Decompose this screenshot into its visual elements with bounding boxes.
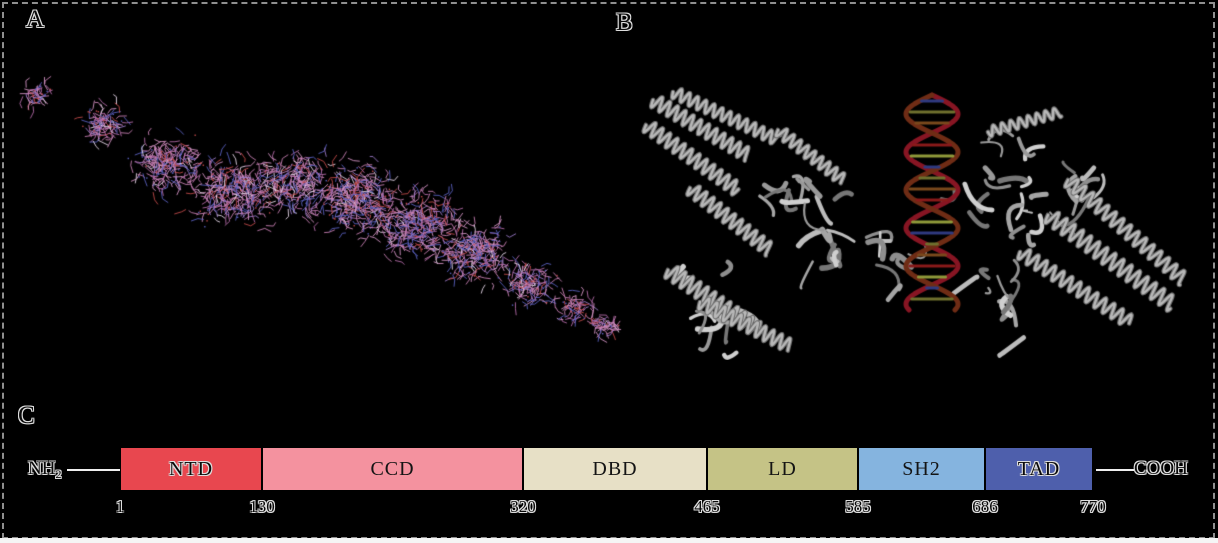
nh-subscript: 2 [55,467,62,481]
domain-box-dbd: DBD [524,448,706,490]
domain-box-tad: TAD [986,448,1092,490]
nh-text: NH [28,458,56,479]
panel-c-label: C [18,402,36,429]
n-terminal-connector-line [67,469,120,471]
domain-box-ntd: NTD [121,448,261,490]
domain-box-sh2: SH2 [859,448,984,490]
boundary-tick-770: 770 [1080,497,1106,516]
boundary-tick-465: 465 [694,497,720,516]
domain-label-ntd: NTD [168,457,214,480]
c-terminus-label: COOH [1134,458,1188,479]
c-terminal-connector-line [1096,469,1134,471]
n-terminus-label: NH2 [28,458,61,485]
ribbon-dna-structure [628,70,1216,360]
domain-label-dbd: DBD [592,457,638,480]
bottom-white-strip [0,538,1218,543]
stick-model-structure [8,72,623,357]
domain-label-tad: TAD [1017,457,1061,480]
boundary-tick-585: 585 [845,497,871,516]
domain-box-ccd: CCD [263,448,522,490]
boundary-tick-130: 130 [249,497,275,516]
panel-b-label: B [616,9,634,36]
boundary-tick-320: 320 [510,497,536,516]
domain-label-ccd: CCD [370,457,415,480]
boundary-tick-686: 686 [972,497,998,516]
boundary-tick-1: 1 [115,497,125,516]
domain-label-ld: LD [768,457,797,480]
domain-box-ld: LD [708,448,857,490]
panel-a-label: A [26,6,46,33]
domain-label-sh2: SH2 [902,457,941,480]
